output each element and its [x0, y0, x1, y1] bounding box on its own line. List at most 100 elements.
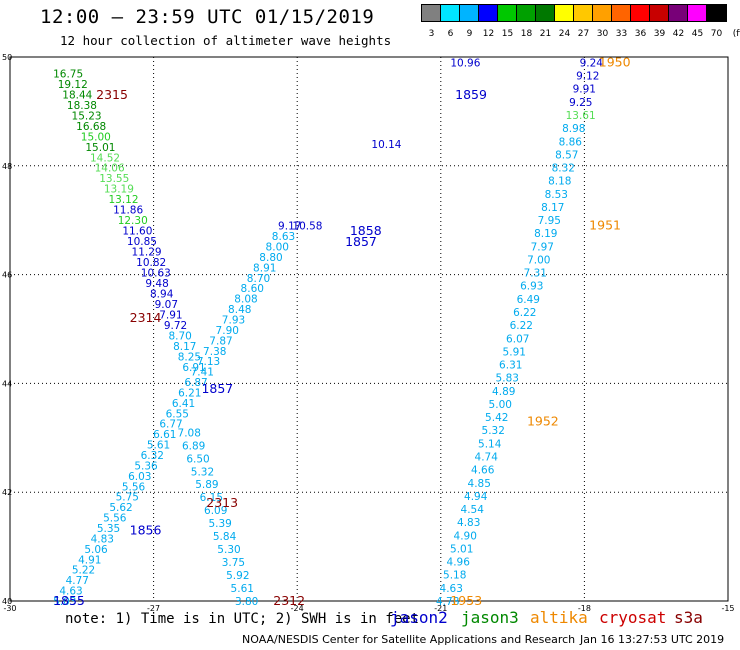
wave-height-label: 16.75 — [53, 68, 83, 80]
x-tick-label: -24 — [291, 604, 304, 613]
wave-height-label: 11.60 — [122, 226, 152, 238]
pass-time-label: 1857 — [201, 381, 233, 396]
wave-height-label: 5.56 — [103, 513, 127, 525]
wave-height-label: 8.00 — [266, 241, 289, 253]
wave-height-label: 4.83 — [457, 517, 480, 529]
color-swatch — [497, 4, 518, 22]
wave-height-label: 15.01 — [85, 142, 115, 154]
wave-height-label: 6.22 — [513, 307, 536, 319]
wave-height-label: 18.38 — [67, 100, 97, 112]
color-scale-label: 21 — [539, 29, 552, 39]
wave-height-label: 13.61 — [566, 110, 596, 122]
wave-height-label: 5.39 — [208, 518, 231, 530]
chart-title: 12:00 – 23:59 UTC 01/15/2019 — [40, 6, 375, 28]
wave-height-label: 4.83 — [91, 533, 114, 545]
wave-height-label: 6.89 — [182, 440, 205, 452]
wave-height-label: 8.19 — [534, 228, 557, 240]
wave-height-label: 9.72 — [164, 320, 187, 332]
pass-time-label: 1953 — [450, 593, 482, 608]
pass-time-label: 2312 — [273, 593, 305, 608]
pass-time-label: 2313 — [206, 495, 238, 510]
wave-height-label: 10.96 — [450, 57, 480, 69]
wave-height-label: 8.80 — [259, 252, 282, 264]
color-scale-label: 45 — [691, 29, 704, 39]
wave-height-label: 7.87 — [209, 335, 232, 347]
wave-height-label: 6.32 — [141, 450, 164, 462]
wave-height-label: 5.18 — [443, 570, 466, 582]
x-tick-label: -18 — [578, 604, 591, 613]
color-scale-label: 42 — [672, 29, 685, 39]
wave-height-label: 15.23 — [72, 110, 102, 122]
pass-time-label: 1952 — [527, 413, 559, 428]
color-swatch — [706, 4, 727, 22]
wave-height-label: 16.68 — [76, 121, 106, 133]
wave-height-label: 5.84 — [213, 531, 237, 543]
wave-height-label: 15.00 — [81, 131, 111, 143]
color-swatch — [668, 4, 689, 22]
wave-height-label: 9.12 — [576, 71, 599, 83]
wave-height-label: 5.91 — [503, 346, 526, 358]
wave-height-label: 5.42 — [485, 412, 508, 424]
wave-height-label: 14.06 — [95, 163, 125, 175]
wave-height-label: 10.58 — [292, 221, 322, 233]
color-scale-label: 9 — [466, 29, 473, 39]
wave-height-label: 4.94 — [464, 491, 488, 503]
pass-time-label: 2314 — [130, 310, 162, 325]
wave-height-label: 8.94 — [150, 289, 174, 301]
wave-height-label: 9.91 — [573, 84, 596, 96]
wave-height-label: 6.03 — [128, 471, 151, 483]
wave-height-label: 7.93 — [222, 314, 245, 326]
wave-height-label: 8.60 — [241, 283, 264, 295]
wave-height-label: 11.29 — [132, 247, 162, 259]
wave-height-label: 5.22 — [72, 565, 95, 577]
wave-height-label: 8.08 — [234, 294, 257, 306]
wave-height-label: 11.86 — [113, 205, 143, 217]
x-tick-label: -21 — [434, 604, 447, 613]
wave-height-label: 6.91 — [182, 362, 205, 374]
color-scale-label: 6 — [447, 29, 454, 39]
wave-height-label: 5.61 — [147, 440, 170, 452]
y-tick-label: 40 — [2, 597, 12, 606]
color-scale-label: 30 — [596, 29, 609, 39]
color-scale-label: 70 — [710, 29, 723, 39]
color-scale-label: 24 — [558, 29, 571, 39]
pass-time-label: 2315 — [96, 87, 128, 102]
wave-height-label: 8.32 — [552, 163, 575, 175]
wave-height-label: 4.91 — [78, 554, 101, 566]
wave-height-label: 9.25 — [569, 97, 592, 109]
x-tick-label: -15 — [721, 604, 734, 613]
wave-height-label: 7.31 — [524, 268, 547, 280]
timestamp: Jan 16 13:27:53 UTC 2019 — [580, 633, 725, 646]
wave-height-label: 7.13 — [197, 356, 220, 368]
wave-height-label: 10.82 — [136, 257, 166, 269]
wave-height-label: 7.97 — [531, 241, 554, 253]
wave-height-label: 3.75 — [222, 557, 245, 569]
wave-height-label: 8.91 — [253, 262, 276, 274]
wave-height-label: 3.80 — [235, 596, 258, 608]
wave-height-label: 9.48 — [145, 278, 168, 290]
color-swatch — [478, 4, 499, 22]
wave-height-label: 5.03 — [53, 596, 76, 608]
wave-height-label: 5.00 — [489, 399, 512, 411]
wave-height-label: 4.77 — [66, 575, 89, 587]
wave-height-label: 4.66 — [471, 465, 495, 477]
wave-height-label: 5.32 — [482, 425, 505, 437]
legend-s3a: s3a — [674, 608, 703, 627]
wave-height-label: 13.19 — [104, 184, 134, 196]
wave-height-label: 6.50 — [186, 453, 209, 465]
color-swatch — [535, 4, 556, 22]
color-swatch — [459, 4, 480, 22]
color-swatch — [611, 4, 632, 22]
wave-height-label: 6.41 — [172, 398, 195, 410]
y-tick-label: 42 — [2, 488, 12, 497]
wave-height-label: 5.30 — [217, 544, 240, 556]
color-swatch — [630, 4, 651, 22]
wave-height-label: 5.01 — [450, 543, 473, 555]
wave-height-label: 6.87 — [184, 377, 207, 389]
x-tick-label: -27 — [147, 604, 160, 613]
wave-height-label: 8.70 — [247, 273, 270, 285]
color-scale-label: 33 — [615, 29, 628, 39]
wave-height-label: 8.57 — [555, 149, 578, 161]
footer-note: note: 1) Time is in UTC; 2) SWH is in fe… — [65, 611, 420, 627]
wave-height-label: 5.06 — [84, 544, 108, 556]
